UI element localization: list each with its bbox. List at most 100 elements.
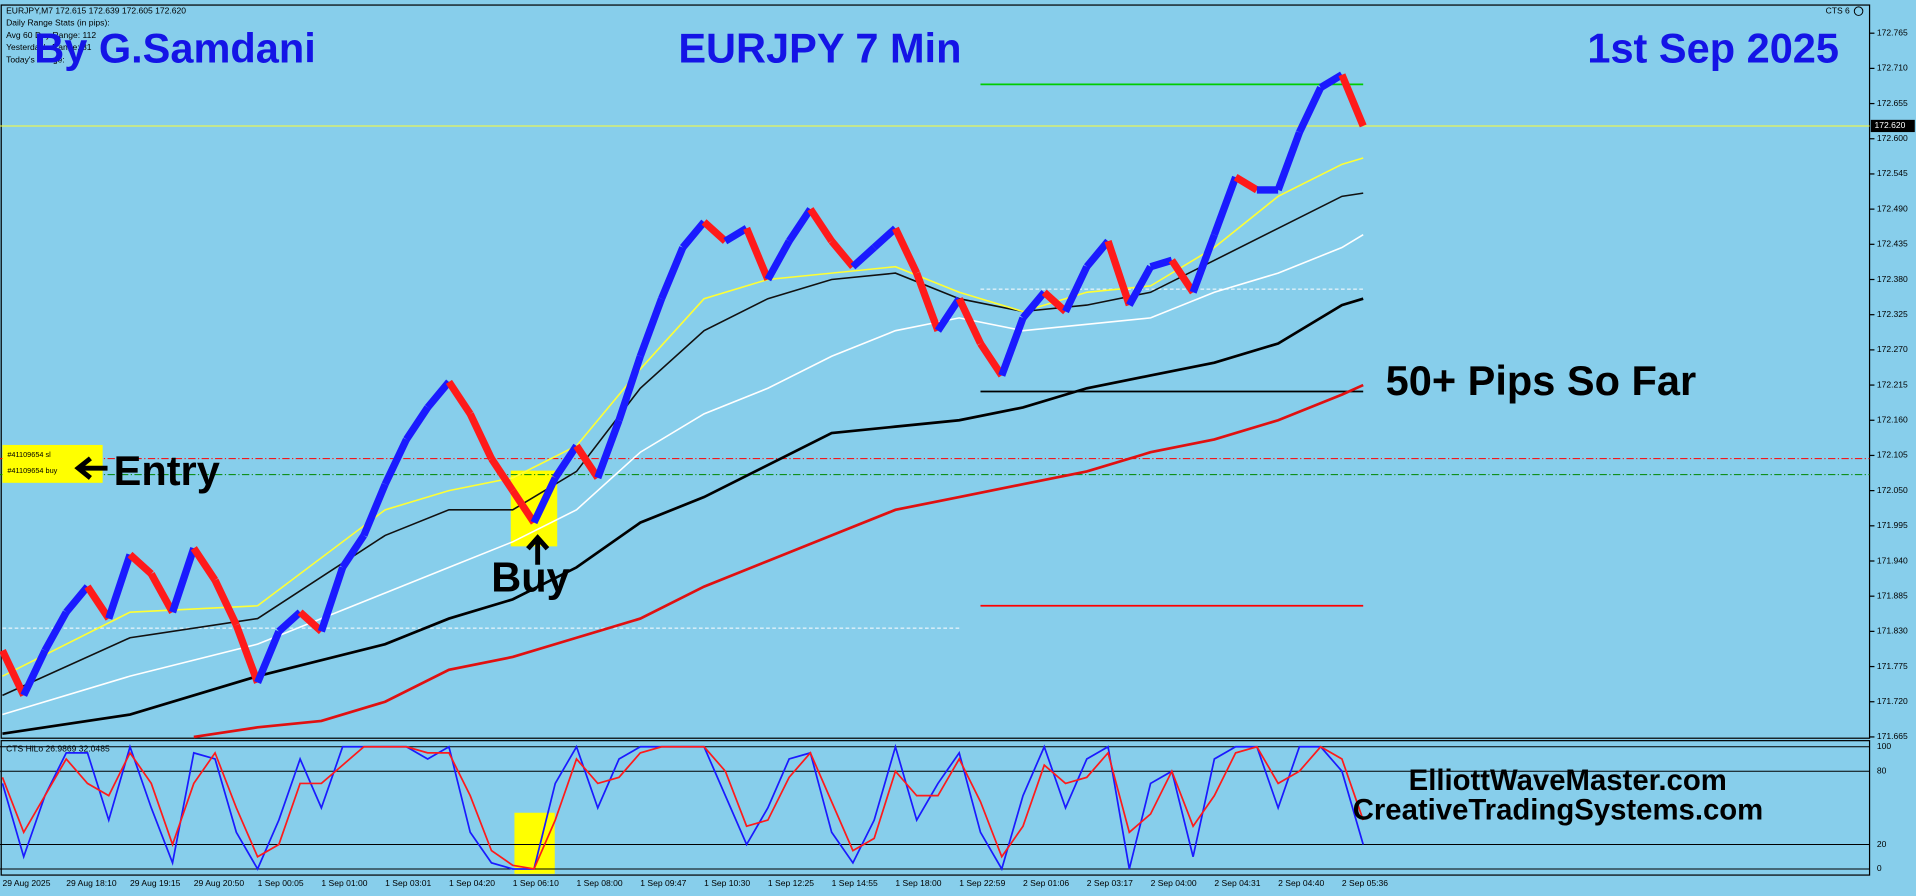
price-segment bbox=[424, 379, 452, 410]
price-segment bbox=[1083, 238, 1111, 270]
price-segment bbox=[466, 412, 495, 461]
x-tick-label: 29 Aug 18:10 bbox=[66, 878, 117, 888]
price-segment bbox=[723, 225, 749, 245]
y-tick-label: 172.380 bbox=[1877, 274, 1908, 284]
price-segment bbox=[1338, 73, 1367, 128]
price-segment bbox=[552, 443, 580, 480]
x-tick-label: 2 Sep 03:17 bbox=[1087, 878, 1133, 888]
x-tick-label: 2 Sep 01:06 bbox=[1023, 878, 1069, 888]
website: CreativeTradingSystems.com bbox=[1353, 793, 1764, 826]
x-tick-label: 1 Sep 03:01 bbox=[385, 878, 431, 888]
x-tick-label: 2 Sep 04:40 bbox=[1278, 878, 1324, 888]
price-segment bbox=[232, 623, 262, 684]
price-segment bbox=[743, 226, 772, 281]
price-segment bbox=[317, 566, 347, 633]
price-segment bbox=[105, 553, 134, 620]
price-segment bbox=[658, 246, 687, 301]
price-segment bbox=[764, 239, 793, 282]
price-segment bbox=[63, 584, 91, 615]
price-segment bbox=[1041, 289, 1068, 315]
website: ElliottWaveMaster.com bbox=[1409, 764, 1727, 797]
stats-line: Daily Range Stats (in pips): bbox=[6, 18, 110, 28]
y-tick-label: 80 bbox=[1877, 765, 1887, 775]
price-segment bbox=[276, 609, 303, 635]
price-segment bbox=[934, 296, 963, 333]
stats-line: Today's Range: bbox=[6, 54, 65, 64]
x-tick-label: 1 Sep 06:10 bbox=[513, 878, 559, 888]
current-price-box bbox=[1870, 119, 1915, 133]
price-segment bbox=[871, 225, 898, 251]
price-segment bbox=[20, 648, 49, 697]
stats-line: Yesterday's Range: 81 bbox=[6, 42, 92, 52]
price-segment bbox=[530, 476, 559, 525]
price-segment bbox=[913, 271, 942, 332]
line-series bbox=[2, 297, 1364, 736]
order-label: #41109654 sl bbox=[7, 450, 51, 459]
price-segment bbox=[786, 207, 814, 244]
y-tick-label: 172.435 bbox=[1877, 239, 1908, 249]
y-tick-label: 171.940 bbox=[1877, 555, 1908, 565]
x-tick-label: 1 Sep 09:47 bbox=[640, 878, 686, 888]
price-segment bbox=[381, 437, 410, 486]
price-segment bbox=[998, 316, 1027, 377]
date: 1st Sep 2025 bbox=[1587, 24, 1839, 71]
price-segment bbox=[679, 219, 707, 250]
price-segment bbox=[573, 443, 601, 480]
price-segment bbox=[254, 629, 283, 684]
stats-line: Avg 60 Day Range: 112 bbox=[6, 30, 96, 40]
x-tick-label: 1 Sep 14:55 bbox=[832, 878, 878, 888]
y-tick-label: 0 bbox=[1877, 863, 1882, 873]
price-segment bbox=[41, 610, 70, 653]
y-tick-label: 172.270 bbox=[1877, 344, 1908, 354]
entry-arrow bbox=[74, 456, 108, 480]
price-segment bbox=[955, 297, 984, 346]
price-segment bbox=[892, 226, 921, 275]
buy-arrow bbox=[526, 534, 550, 565]
price-segment bbox=[594, 418, 623, 480]
y-tick-label: 171.885 bbox=[1877, 590, 1908, 600]
line-series bbox=[193, 383, 1364, 739]
price-segment bbox=[403, 405, 431, 442]
entry-note: Entry bbox=[114, 447, 220, 494]
price-segment bbox=[360, 482, 389, 537]
price-segment bbox=[190, 546, 219, 583]
price-segment bbox=[169, 547, 198, 614]
result-note: 50+ Pips So Far bbox=[1386, 357, 1696, 404]
price-segment bbox=[148, 572, 176, 614]
price-segment bbox=[0, 648, 28, 697]
price-segment bbox=[509, 488, 538, 525]
x-tick-label: 29 Aug 20:50 bbox=[194, 878, 245, 888]
price-segment bbox=[1020, 289, 1048, 321]
oscillator-frame bbox=[0, 740, 1871, 876]
y-tick-label: 172.215 bbox=[1877, 379, 1908, 389]
smiley-icon bbox=[1853, 6, 1864, 16]
y-tick-label: 172.160 bbox=[1877, 415, 1908, 425]
line-series bbox=[2, 234, 1364, 716]
price-segment bbox=[339, 533, 367, 570]
x-tick-label: 29 Aug 2025 bbox=[2, 878, 50, 888]
y-tick-label: 172.325 bbox=[1877, 309, 1908, 319]
price-segment bbox=[636, 297, 665, 358]
x-tick-label: 29 Aug 19:15 bbox=[130, 878, 181, 888]
x-tick-label: 1 Sep 08:00 bbox=[577, 878, 623, 888]
price-segment bbox=[127, 551, 154, 577]
price-segment bbox=[1318, 71, 1344, 91]
x-tick-label: 1 Sep 00:05 bbox=[258, 878, 304, 888]
price-segment bbox=[615, 355, 644, 422]
y-tick-label: 172.545 bbox=[1877, 168, 1908, 178]
y-tick-label: 172.600 bbox=[1877, 133, 1908, 143]
price-segment bbox=[1149, 256, 1173, 271]
order-label: #41109654 buy bbox=[7, 466, 57, 475]
oscillator-title: CTS HiLo 26.9869 32.0485 bbox=[6, 743, 110, 753]
price-segment bbox=[1189, 233, 1218, 294]
price-segment bbox=[1274, 131, 1303, 192]
price-segment bbox=[1210, 175, 1240, 236]
x-tick-label: 1 Sep 04:20 bbox=[449, 878, 495, 888]
price-segment bbox=[1296, 86, 1324, 134]
y-tick-label: 171.775 bbox=[1877, 661, 1908, 671]
x-tick-label: 2 Sep 05:36 bbox=[1342, 878, 1388, 888]
plot-layer bbox=[0, 71, 1870, 872]
main-panel-frame bbox=[0, 4, 1871, 739]
